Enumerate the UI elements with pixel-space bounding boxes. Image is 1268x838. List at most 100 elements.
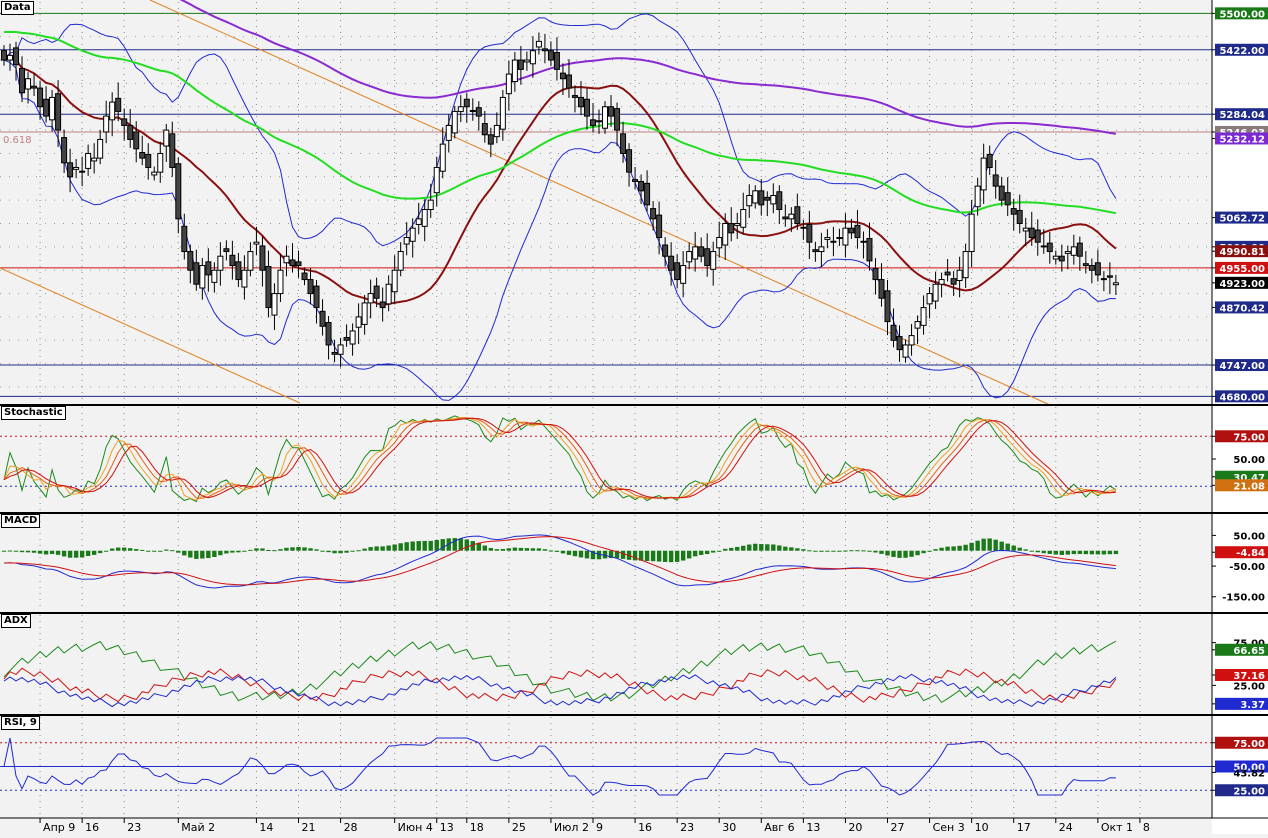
candle-body [908,335,915,346]
candle-body [253,241,260,245]
macd-histogram-bar [873,550,878,553]
macd-histogram-bar [1029,550,1034,552]
macd-histogram-bar [729,547,734,551]
candle-body [445,124,452,141]
candle-body [457,106,464,112]
macd-histogram-bar [801,549,806,551]
candle-body [1040,245,1047,248]
macd-histogram-bar [1035,550,1040,553]
macd-histogram-bar [49,550,55,554]
macd-histogram-bar [494,549,500,551]
macd-histogram-bar [452,538,457,551]
axis-label: -50.00 [1229,562,1265,573]
macd-histogram-bar [795,548,800,551]
macd-histogram-bar [987,538,992,551]
candle-body [806,223,813,243]
macd-histogram-bar [1053,550,1058,555]
macd-histogram-bar [614,550,620,559]
macd-histogram-bar [115,547,121,551]
macd-histogram-bar [512,547,518,551]
candle-body [277,269,284,295]
candle-body [794,206,801,225]
macd-histogram-bar [680,550,686,561]
panel-title-adx: ADX [1,614,31,628]
macd-histogram-bar [31,550,37,553]
macd-histogram-bar [765,544,770,551]
candle-body [283,255,290,264]
axis-label-box [1215,132,1268,145]
candle-body [1064,251,1071,254]
macd-histogram-bar [807,550,812,552]
macd-histogram-bar [1101,550,1107,555]
candle-body [920,307,927,326]
macd-histogram-bar [783,546,788,551]
candle-body [115,97,122,112]
stochastic-d [3,416,1117,501]
candle-body [884,290,891,323]
macd-histogram-bar [308,548,313,551]
macd-histogram-bar [464,539,469,551]
moving-average-20 [3,56,1117,307]
macd-histogram-bar [578,550,584,558]
candle-body [770,194,777,205]
fib-level-label: 0.618 [3,135,32,146]
macd-histogram-bar [314,549,319,551]
candle-body [1058,255,1065,262]
candle-body [968,213,975,253]
candle-body [878,279,885,299]
axis-label: 50.00 [1233,763,1265,774]
macd-histogram-bar [284,547,289,551]
macd-histogram-bar [674,550,680,562]
candle-body [463,98,470,108]
macd-histogram-bar [73,550,79,558]
candle-body [1052,255,1059,260]
macd-histogram-bar [885,550,890,556]
candle-body [139,152,146,159]
candle-body [229,254,236,267]
macd-histogram-bar [993,539,998,551]
macd-histogram-bar [723,548,728,551]
macd-histogram-bar [392,544,397,551]
macd-histogram-bar [879,550,884,554]
candle-body [541,48,548,52]
axis-label: 75.00 [1233,739,1265,750]
axis-label: 50.00 [1233,531,1265,542]
candle-body [974,185,981,208]
macd-histogram-bar [753,543,758,551]
macd-histogram-bar [819,550,824,552]
macd-histogram-bar [109,548,115,551]
macd-histogram-bar [194,550,199,559]
x-tick-label: 8 [1143,821,1150,834]
candle-body [259,245,266,271]
adx-minus-di [3,673,1117,708]
axis-label: 50.00 [1233,455,1265,466]
axis-label-box [1215,276,1268,289]
candle-body [217,255,224,271]
candle-body [830,240,837,243]
candle-body [307,279,314,295]
candle-body [728,223,735,234]
macd-histogram-bar [981,538,986,551]
macd-histogram-bar [891,550,896,557]
macd-histogram-bar [1083,550,1089,555]
macd-histogram-bar [1065,550,1071,555]
axis-label-box [1215,108,1268,121]
candle-body [163,129,170,147]
x-tick-label: 16 [85,821,99,834]
candle-body [1094,262,1101,276]
candle-body [571,95,578,98]
macd-histogram-bar [188,550,193,558]
candle-body [175,163,182,220]
candle-body [740,209,747,228]
candle-body [301,272,308,281]
candle-body [824,237,831,240]
axis-label-box [1215,760,1268,773]
candle-body [367,293,374,304]
axis-label: 4747.00 [1219,361,1265,372]
candle-body [1016,209,1023,225]
macd-histogram-bar [825,550,830,552]
candle-body [812,249,819,253]
macd-histogram-bar [692,550,698,557]
x-tick-label: 20 [848,821,862,834]
